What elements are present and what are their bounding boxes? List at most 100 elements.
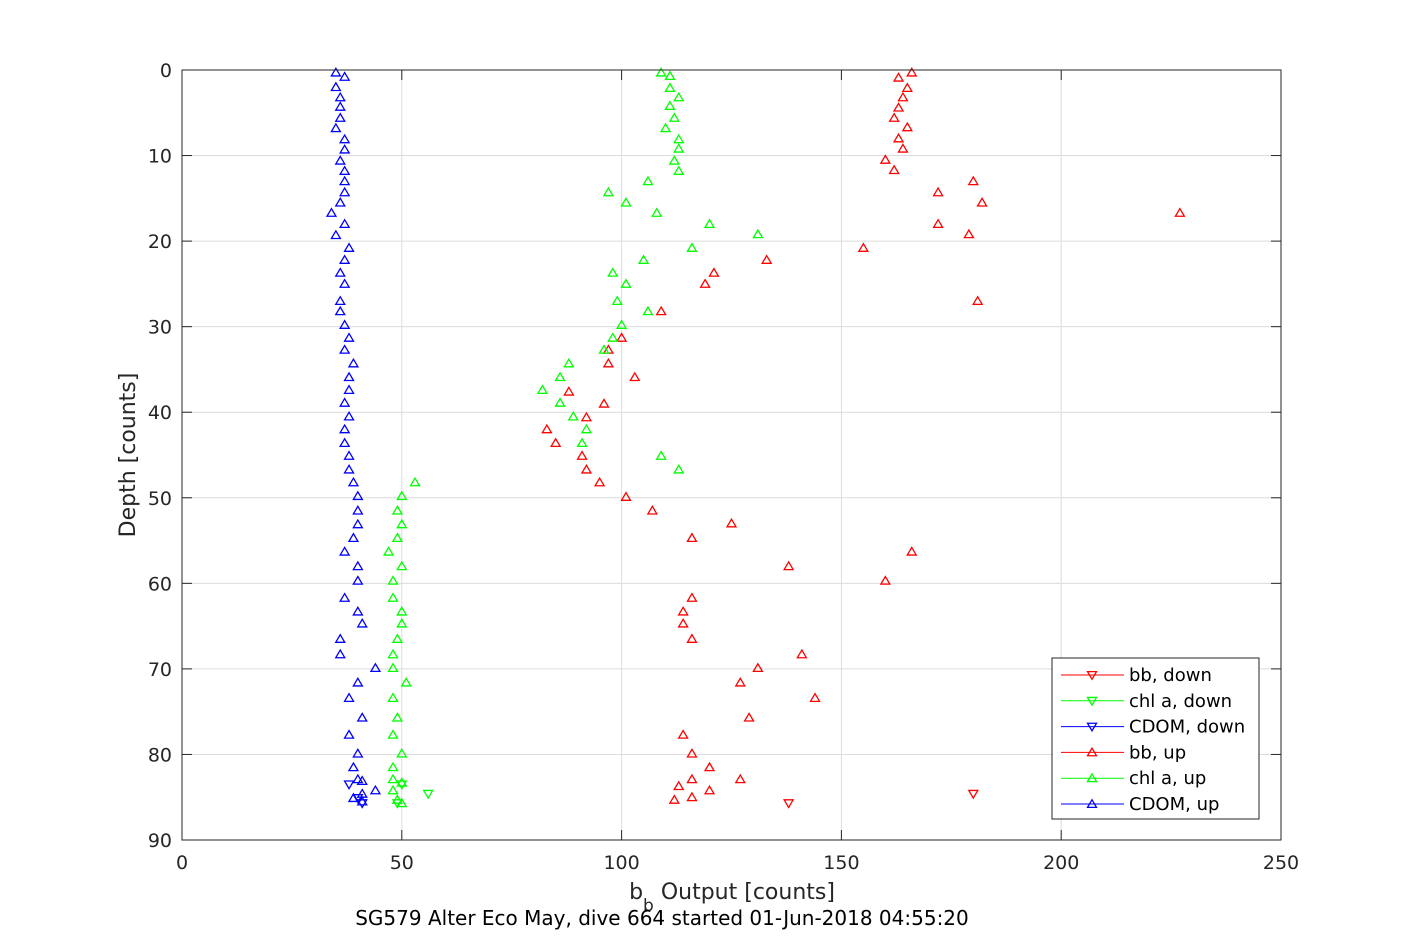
point-bb-up: [655, 305, 667, 316]
x-tick-label: 200: [1043, 852, 1079, 874]
point-chl-a-up: [387, 692, 399, 703]
point-chl-a-up: [611, 295, 623, 306]
point-cdom-up: [347, 357, 360, 368]
point-chl-a-up: [536, 384, 549, 395]
point-chl-a-up: [391, 505, 404, 515]
point-chl-a-up: [580, 423, 593, 434]
point-cdom-up: [343, 371, 355, 382]
point-bb-down: [967, 789, 979, 800]
point-chl-a-up: [554, 397, 566, 407]
legend-marker-bb-down: [1086, 670, 1098, 681]
point-chl-a-up: [668, 155, 680, 165]
legend-label-cdom-up: CDOM, up: [1129, 794, 1219, 815]
point-cdom-up: [339, 437, 351, 448]
point-cdom-up: [330, 122, 342, 133]
point-bb-up: [967, 175, 979, 186]
y-tick-label: 70: [148, 659, 172, 681]
point-bb-up: [976, 197, 988, 207]
point-cdom-up: [339, 186, 351, 197]
point-chl-a-up: [673, 133, 685, 144]
point-chl-a-up: [396, 777, 408, 787]
point-bb-up: [598, 398, 610, 408]
y-tick-label: 50: [148, 488, 172, 510]
y-tick-label: 0: [160, 60, 172, 82]
point-bb-up: [563, 386, 575, 396]
point-cdom-down: [343, 780, 355, 790]
point-cdom-up: [352, 575, 364, 585]
point-bb-up: [703, 761, 716, 772]
point-chl-a-up: [673, 143, 685, 153]
point-cdom-up: [352, 606, 364, 616]
point-chl-a-up: [396, 797, 408, 808]
point-cdom-up: [343, 332, 355, 342]
point-bb-up: [972, 295, 984, 306]
point-cdom-up: [334, 633, 346, 643]
point-chl-a-up: [668, 112, 680, 122]
point-cdom-up: [352, 748, 364, 758]
point-cdom-up: [339, 592, 351, 602]
point-cdom-up: [334, 295, 346, 306]
point-chl-a-up: [664, 82, 676, 92]
point-bb-up: [906, 546, 918, 556]
point-cdom-up: [339, 133, 351, 144]
point-cdom-up: [334, 101, 346, 111]
y-tick-label: 40: [148, 402, 172, 424]
subtitle: SG579 Alter Eco May, dive 664 started 01…: [355, 906, 969, 930]
point-cdom-up: [339, 546, 351, 556]
point-cdom-up: [334, 648, 346, 659]
point-chl-a-up: [567, 410, 579, 421]
point-cdom-up: [356, 795, 368, 806]
point-cdom-up: [352, 560, 364, 571]
point-cdom-up: [339, 175, 351, 186]
point-chl-a-up: [387, 773, 399, 784]
point-chl-a-up: [387, 784, 399, 795]
y-axis-label: Depth [counts]: [116, 373, 141, 538]
point-bb-up: [686, 532, 698, 543]
point-cdom-up: [352, 773, 364, 784]
point-bb-up: [725, 517, 738, 528]
point-chl-a-up: [664, 100, 676, 110]
point-bb-up: [963, 228, 975, 239]
point-bb-up: [703, 784, 716, 795]
point-chl-a-up: [396, 617, 408, 628]
point-chl-a-down: [396, 780, 408, 790]
point-cdom-up: [339, 319, 351, 329]
point-bb-up: [677, 606, 689, 616]
point-bb-up: [673, 780, 685, 791]
point-cdom-up: [334, 197, 346, 207]
point-chl-a-up: [387, 729, 399, 739]
point-chl-a-up: [637, 254, 650, 264]
point-chl-a-up: [396, 748, 408, 758]
point-chl-a-up: [387, 592, 399, 602]
point-cdom-up: [339, 165, 351, 175]
point-bb-up: [677, 617, 689, 628]
point-bb-up: [686, 592, 698, 602]
point-bb-up: [580, 411, 593, 422]
point-chl-a-up: [598, 344, 610, 354]
point-chl-a-up: [396, 606, 408, 616]
legend-label-chl-a-down: chl a, down: [1129, 691, 1232, 712]
point-chl-a-up: [391, 712, 404, 722]
point-bb-up: [932, 218, 944, 229]
x-tick-label: 150: [823, 852, 859, 874]
point-cdom-up: [339, 397, 351, 407]
point-bb-down: [783, 799, 795, 809]
point-bb-up: [699, 278, 711, 288]
legend-label-cdom-down: CDOM, down: [1129, 717, 1245, 738]
point-bb-up: [888, 164, 900, 175]
point-chl-a-up: [607, 332, 619, 342]
point-bb-up: [783, 560, 795, 571]
point-cdom-up: [343, 692, 355, 703]
point-bb-up: [593, 476, 606, 487]
point-bb-up: [734, 677, 746, 687]
point-cdom-up: [334, 267, 346, 277]
point-bb-up: [580, 463, 593, 474]
legend-marker-cdom-down: [1086, 722, 1098, 733]
point-chl-a-up: [554, 371, 566, 382]
point-bb-up: [541, 423, 553, 434]
x-tick-label: 50: [390, 852, 414, 874]
point-chl-a-up: [387, 662, 399, 673]
legend-box: [1051, 657, 1260, 820]
point-chl-a-up: [642, 305, 654, 316]
legend-label-chl-a-up: chl a, up: [1129, 768, 1206, 789]
